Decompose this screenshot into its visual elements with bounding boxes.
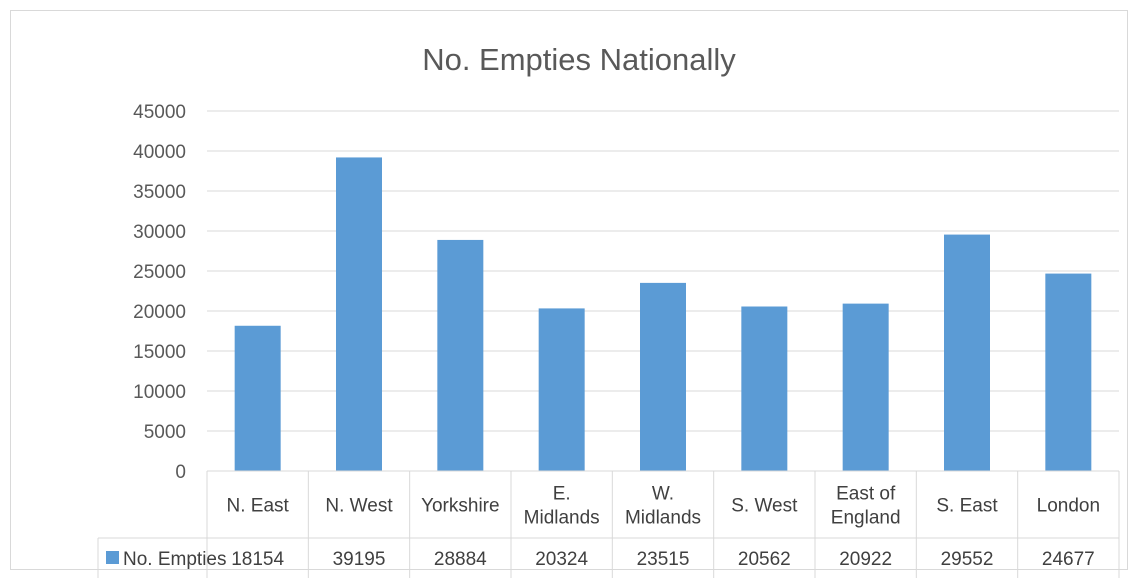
x-tick-label: S. East bbox=[936, 496, 998, 517]
y-tick-label: 15000 bbox=[133, 342, 186, 363]
legend-label: No. Empties bbox=[123, 549, 226, 570]
bar bbox=[842, 303, 889, 471]
data-label: 28884 bbox=[434, 549, 487, 570]
data-label: 24677 bbox=[1042, 549, 1095, 570]
x-tick-label: Midlands bbox=[625, 508, 701, 529]
x-tick-label: East of bbox=[836, 484, 896, 505]
data-label: 20922 bbox=[839, 549, 892, 570]
bar bbox=[336, 157, 382, 471]
bar bbox=[538, 308, 585, 471]
x-tick-label: S. West bbox=[731, 496, 798, 517]
y-tick-label: 35000 bbox=[133, 182, 186, 203]
bar bbox=[640, 282, 686, 471]
chart-frame bbox=[10, 10, 1128, 570]
x-tick-label: Yorkshire bbox=[421, 496, 500, 517]
bar bbox=[741, 306, 788, 471]
bars bbox=[234, 157, 1092, 471]
x-tick-label: N. West bbox=[325, 496, 393, 517]
y-tick-label: 20000 bbox=[133, 302, 186, 323]
y-tick-label: 45000 bbox=[133, 102, 186, 123]
data-label: 39195 bbox=[333, 549, 386, 570]
x-tick-label: N. East bbox=[227, 496, 290, 517]
data-table: N. East N. West Yorkshire E. Midlands W. Midla… bbox=[97, 470, 1120, 578]
legend-swatch bbox=[106, 551, 119, 564]
x-tick-label: W. bbox=[652, 484, 674, 505]
x-tick-label: England bbox=[831, 508, 901, 529]
x-tick-label: Midlands bbox=[524, 508, 600, 529]
bar bbox=[437, 239, 484, 471]
bar bbox=[1045, 273, 1092, 471]
bar bbox=[234, 325, 281, 471]
y-tick-label: 10000 bbox=[133, 382, 186, 403]
bar bbox=[944, 234, 990, 471]
y-axis-ticks: 0 5000 10000 15000 20000 25000 30000 35000 40000… bbox=[133, 102, 186, 483]
y-tick-label: 0 bbox=[175, 462, 186, 483]
data-label: 29552 bbox=[941, 549, 994, 570]
data-label: 20324 bbox=[535, 549, 588, 570]
chart-title: No. Empties Nationally bbox=[422, 42, 736, 77]
data-label: 23515 bbox=[637, 549, 690, 570]
x-tick-label: E. bbox=[553, 484, 571, 505]
data-label: 18154 bbox=[231, 549, 284, 570]
data-label: 20562 bbox=[738, 549, 791, 570]
y-tick-label: 5000 bbox=[144, 422, 186, 443]
y-tick-label: 25000 bbox=[133, 262, 186, 283]
y-tick-label: 30000 bbox=[133, 222, 186, 243]
x-tick-label: London bbox=[1037, 496, 1100, 517]
y-tick-label: 40000 bbox=[133, 142, 186, 163]
